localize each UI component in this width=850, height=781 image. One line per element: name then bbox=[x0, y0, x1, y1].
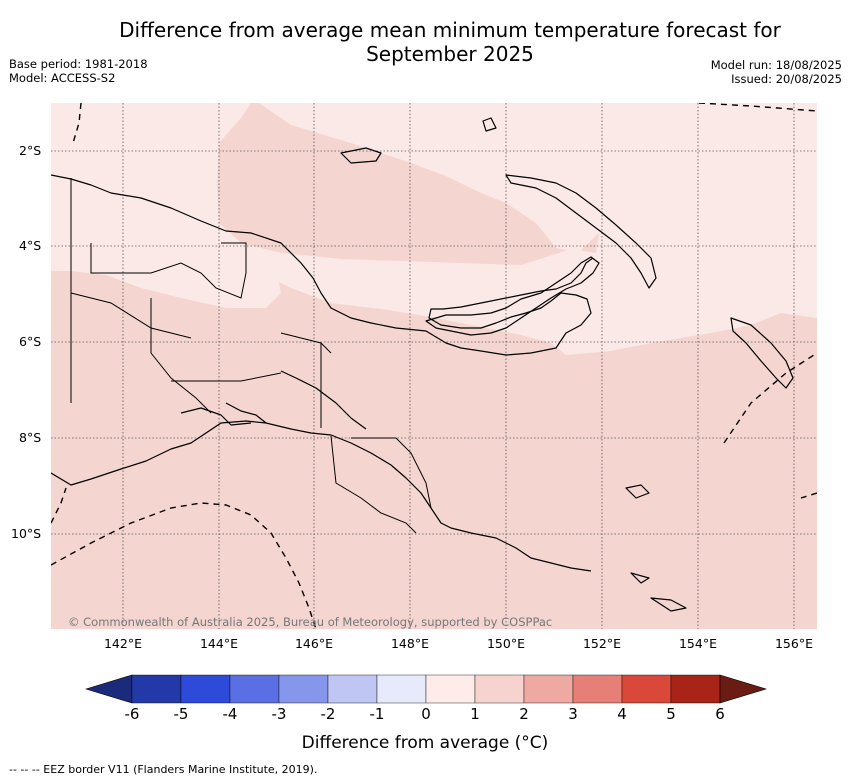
lon-label: 156°E bbox=[774, 636, 813, 651]
copyright-notice: © Commonwealth of Australia 2025, Bureau… bbox=[68, 615, 553, 629]
colorbar-segment bbox=[474, 674, 525, 704]
issued-date: Issued: 20/08/2025 bbox=[731, 72, 842, 86]
colorbar-segment bbox=[229, 674, 280, 704]
colorbar bbox=[84, 674, 768, 704]
colorbar-label: Difference from average (°C) bbox=[301, 733, 549, 753]
title-line-1: Difference from average mean minimum tem… bbox=[119, 18, 781, 42]
lat-label: 4°S bbox=[19, 238, 42, 253]
colorbar-tick: -2 bbox=[320, 705, 336, 723]
colorbar-segment bbox=[572, 674, 623, 704]
colorbar-segment bbox=[327, 674, 378, 704]
lon-label: 152°E bbox=[582, 636, 621, 651]
lon-label: 144°E bbox=[199, 636, 238, 651]
colorbar-segment bbox=[425, 674, 476, 704]
lat-label: 10°S bbox=[11, 526, 42, 541]
graticule bbox=[51, 103, 817, 629]
map-title: Difference from average mean minimum tem… bbox=[60, 18, 840, 66]
lon-label: 146°E bbox=[294, 636, 333, 651]
colorbar-tick: -3 bbox=[271, 705, 287, 723]
model-name: Model: ACCESS-S2 bbox=[9, 71, 116, 85]
anomaly-region-0-1-west bbox=[51, 173, 281, 308]
lon-label: 148°E bbox=[390, 636, 429, 651]
lat-label: 6°S bbox=[19, 334, 42, 349]
colorbar-tick: -1 bbox=[369, 705, 385, 723]
colorbar-segment bbox=[376, 674, 427, 704]
title-line-2: September 2025 bbox=[366, 42, 534, 66]
colorbar-over-arrow bbox=[719, 674, 768, 704]
colorbar-tick: -4 bbox=[222, 705, 238, 723]
colorbar-tick: 3 bbox=[568, 705, 578, 723]
colorbar-tick: 4 bbox=[617, 705, 627, 723]
map-svg bbox=[51, 103, 817, 629]
colorbar-tick: 1 bbox=[470, 705, 480, 723]
colorbar-segment bbox=[670, 674, 721, 704]
meta-left: Base period: 1981-2018 Model: ACCESS-S2 bbox=[9, 57, 148, 85]
meta-right: Model run: 18/08/2025 Issued: 20/08/2025 bbox=[711, 58, 842, 86]
model-run: Model run: 18/08/2025 bbox=[710, 58, 842, 72]
colorbar-segment bbox=[523, 674, 574, 704]
colorbar-tick: -6 bbox=[124, 705, 140, 723]
colorbar-tick: 6 bbox=[715, 705, 725, 723]
map-panel bbox=[51, 103, 817, 629]
base-period: Base period: 1981-2018 bbox=[9, 57, 148, 71]
colorbar-tick: 5 bbox=[666, 705, 676, 723]
colorbar-under-arrow bbox=[84, 674, 133, 704]
colorbar-tick: 2 bbox=[519, 705, 529, 723]
lon-label: 150°E bbox=[486, 636, 525, 651]
colorbar-segment bbox=[621, 674, 672, 704]
lat-label: 8°S bbox=[19, 430, 42, 445]
lon-label: 142°E bbox=[103, 636, 142, 651]
lon-label: 154°E bbox=[678, 636, 717, 651]
lat-label: 2°S bbox=[19, 143, 42, 158]
colorbar-tick: -5 bbox=[173, 705, 189, 723]
colorbar-segment bbox=[180, 674, 231, 704]
colorbar-segment bbox=[278, 674, 329, 704]
eez-legend: -- -- -- EEZ border V11 (Flanders Marine… bbox=[9, 763, 318, 776]
coastlines bbox=[51, 117, 794, 612]
anomaly-region-0-1-north bbox=[51, 103, 817, 355]
colorbar-tick: 0 bbox=[421, 705, 431, 723]
province-borders bbox=[70, 178, 432, 534]
colorbar-segment bbox=[131, 674, 182, 704]
eez-borders bbox=[51, 103, 817, 629]
